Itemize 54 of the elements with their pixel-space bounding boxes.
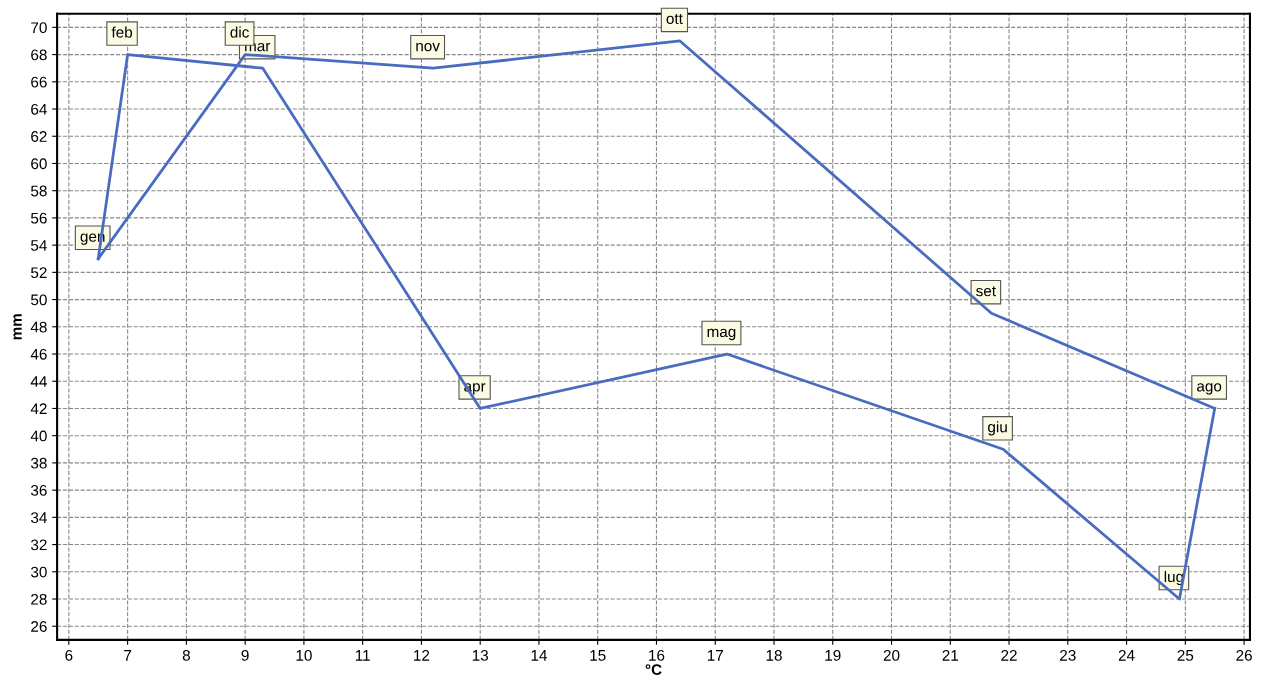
annotation: ago <box>1197 383 1222 395</box>
x-tick-label: 21 <box>942 649 959 661</box>
y-tick-label: 70 <box>31 22 47 34</box>
y-tick-label: 66 <box>31 76 47 88</box>
y-tick-label: 64 <box>31 103 47 115</box>
y-tick-label: 34 <box>30 512 47 524</box>
x-tick-label: 20 <box>883 649 900 661</box>
y-tick-label: 38 <box>30 457 47 469</box>
y-tick-label: 56 <box>31 212 47 224</box>
y-tick-label: 50 <box>31 294 47 306</box>
x-tick-label: 25 <box>1177 649 1194 661</box>
x-tick-label: 24 <box>1118 649 1135 661</box>
x-tick-label: 7 <box>124 650 132 661</box>
y-tick-label: 48 <box>30 321 47 333</box>
y-tick-label: 44 <box>30 376 47 387</box>
x-axis-title: °C <box>645 664 662 676</box>
annotation: nov <box>416 42 440 52</box>
x-tick-label: 10 <box>296 649 312 661</box>
x-tick-label: 13 <box>472 649 489 661</box>
annotation: dic <box>230 26 249 38</box>
x-tick-label: 8 <box>182 649 190 661</box>
annotation: set <box>976 286 996 297</box>
y-tick-label: 30 <box>30 566 47 578</box>
x-tick-label: 9 <box>241 649 249 661</box>
y-tick-label: 40 <box>30 430 47 442</box>
x-tick-label: 12 <box>414 649 430 661</box>
y-tick-label: 46 <box>30 348 47 360</box>
annotation: ott <box>666 14 683 25</box>
x-tick-label: 18 <box>766 649 782 661</box>
y-tick-label: 54 <box>31 240 47 251</box>
x-tick-label: 17 <box>707 650 723 661</box>
x-tick-label: 15 <box>590 650 606 661</box>
x-tick-label: 26 <box>1236 649 1252 661</box>
annotation: mag <box>707 328 736 341</box>
y-tick-label: 68 <box>31 49 47 61</box>
y-tick-label: 58 <box>31 185 47 197</box>
y-axis-title: mm <box>13 314 22 340</box>
y-tick-label: 62 <box>31 131 47 142</box>
x-tick-label: 16 <box>649 649 665 661</box>
x-tick-label: 22 <box>1001 649 1017 661</box>
annotation: feb <box>111 26 133 38</box>
annotation: giu <box>988 421 1007 436</box>
x-tick-label: 11 <box>355 650 370 661</box>
y-tick-label: 60 <box>31 158 47 170</box>
x-tick-label: 19 <box>825 649 841 661</box>
x-tick-label: 6 <box>65 649 73 661</box>
x-tick-label: 14 <box>531 650 547 661</box>
x-tick-label: 23 <box>1060 649 1076 661</box>
y-tick-label: 26 <box>31 621 47 632</box>
y-tick-label: 28 <box>31 593 47 605</box>
y-tick-label: 42 <box>30 403 47 414</box>
y-tick-label: 36 <box>30 484 47 496</box>
y-tick-label: 52 <box>31 267 47 279</box>
y-tick-label: 32 <box>30 539 47 551</box>
